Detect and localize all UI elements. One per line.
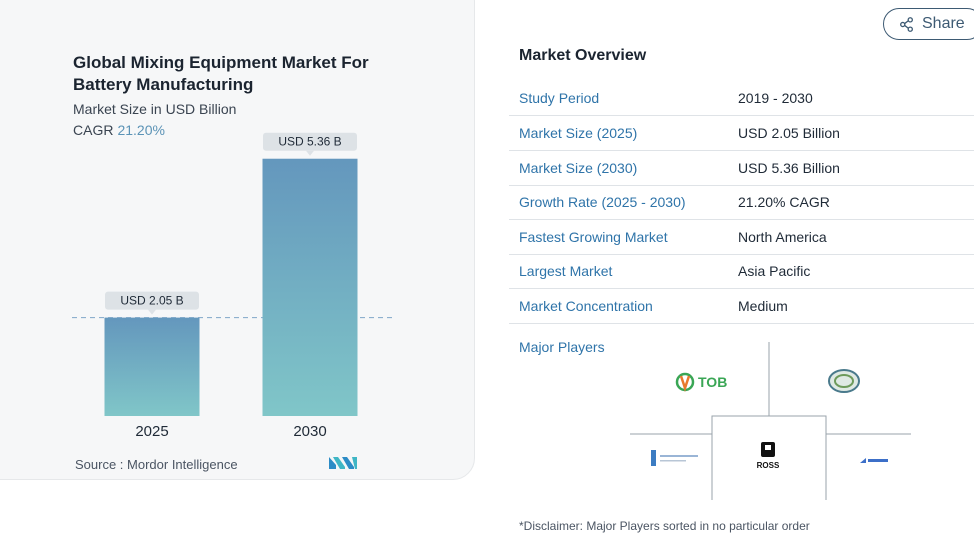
- player-logo-battery-equipment-icon[interactable]: [651, 450, 698, 466]
- overview-value: Asia Pacific: [738, 263, 811, 279]
- data-label: USD 2.05 B: [120, 294, 183, 308]
- overview-row: Largest Market Asia Pacific: [509, 255, 974, 289]
- overview-key[interactable]: Market Concentration: [519, 298, 653, 314]
- bar-2030: [262, 158, 358, 416]
- value-label-bg: [263, 132, 357, 151]
- value-label-pointer: [306, 150, 314, 156]
- overview-key[interactable]: Market Size (2025): [519, 125, 638, 141]
- overview-row: Study Period 2019 - 2030: [509, 82, 974, 116]
- cagr-label: CAGR: [73, 122, 114, 138]
- overview-row: Market Size (2030) USD 5.36 Billion: [509, 152, 974, 186]
- overview-value: 21.20% CAGR: [738, 194, 830, 210]
- overview-row: Growth Rate (2025 - 2030) 21.20% CAGR: [509, 186, 974, 220]
- major-players-grid: TOB ROSS: [630, 342, 911, 500]
- chart-cagr: CAGR 21.20%: [73, 122, 165, 138]
- x-tick-label: 2030: [293, 423, 326, 440]
- overview-key[interactable]: Study Period: [519, 90, 600, 106]
- overview-value: USD 5.36 Billion: [738, 160, 840, 176]
- disclaimer: *Disclaimer: Major Players sorted in no …: [519, 519, 810, 533]
- chart-subtitle: Market Size in USD Billion: [73, 101, 237, 117]
- overview-key[interactable]: Largest Market: [519, 263, 613, 279]
- major-players-label[interactable]: Major Players: [519, 339, 605, 355]
- overview-value: North America: [738, 229, 827, 245]
- x-tick-label: 2025: [135, 423, 168, 440]
- overview-key[interactable]: Fastest Growing Market: [519, 229, 668, 245]
- chart-source: Source : Mordor Intelligence: [75, 457, 238, 472]
- bar-2025: [104, 317, 200, 416]
- player-name: TOB: [698, 374, 727, 390]
- chart-title: Global Mixing Equipment Market For Batte…: [73, 53, 369, 94]
- overview-value: Medium: [738, 298, 788, 314]
- player-name: ROSS: [757, 461, 780, 470]
- cagr-value: 21.20%: [117, 122, 165, 138]
- player-logo-tob[interactable]: TOB: [675, 372, 727, 392]
- overview-row: Fastest Growing Market North America: [509, 221, 974, 255]
- value-label-bg: [105, 291, 199, 310]
- share-label: Share: [922, 15, 965, 32]
- player-logo-seal-icon[interactable]: [828, 369, 860, 393]
- overview-title: Market Overview: [519, 47, 647, 64]
- player-logo-ross[interactable]: ROSS: [757, 442, 780, 470]
- chart-card: [0, 0, 475, 480]
- mordor-logo-icon: [329, 457, 357, 469]
- share-icon: [900, 16, 913, 32]
- data-label: USD 5.36 B: [278, 135, 341, 149]
- overview-row: Market Concentration Medium: [509, 290, 974, 324]
- player-logo-sehe-icon[interactable]: [860, 458, 888, 463]
- overview-key[interactable]: Market Size (2030): [519, 160, 638, 176]
- share-button[interactable]: Share: [883, 8, 974, 40]
- overview-value: 2019 - 2030: [738, 90, 813, 106]
- overview-row: Market Size (2025) USD 2.05 Billion: [509, 117, 974, 151]
- overview-key[interactable]: Growth Rate (2025 - 2030): [519, 194, 686, 210]
- bar-chart: USD 2.05 B 2025 USD 5.36 B 2030: [72, 132, 392, 440]
- value-label-pointer: [148, 309, 156, 315]
- overview-value: USD 2.05 Billion: [738, 125, 840, 141]
